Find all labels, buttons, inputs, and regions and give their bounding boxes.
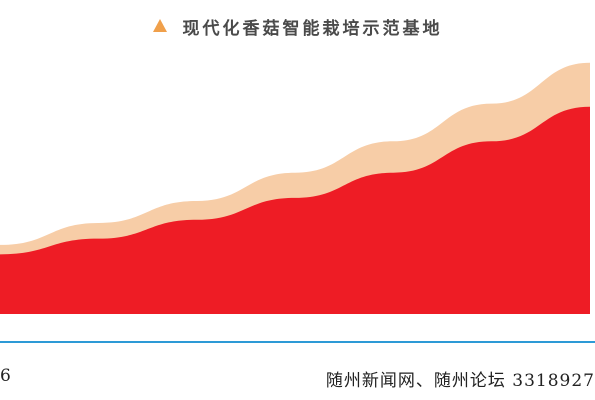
area-series-front xyxy=(0,106,590,314)
chart-title-bar: 现代化香菇智能栽培示范基地 xyxy=(0,14,595,39)
footer-source-text: 随州新闻网、随州论坛 3318927 xyxy=(325,371,595,391)
triangle-up-icon xyxy=(152,19,167,32)
chart-marks xyxy=(0,62,590,314)
footer-left-text: 6 xyxy=(0,366,11,386)
chart-title: 现代化香菇智能栽培示范基地 xyxy=(182,19,443,39)
